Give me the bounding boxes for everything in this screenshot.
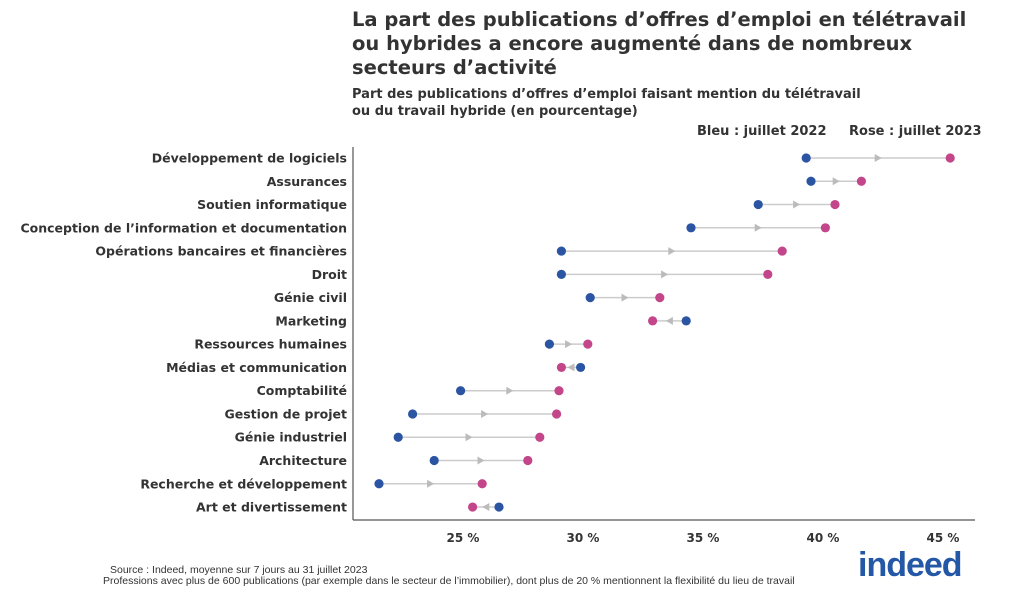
dot-july-2023: [763, 269, 773, 279]
category-label: Médias et communication: [166, 360, 347, 375]
dot-july-2022: [686, 223, 696, 233]
category-label: Marketing: [275, 313, 347, 328]
direction-arrow: [874, 154, 882, 162]
direction-arrow: [621, 293, 629, 302]
direction-arrow: [465, 433, 473, 442]
dot-july-2022: [576, 362, 586, 373]
category-label: Art et divertissement: [196, 500, 347, 515]
dot-july-2022: [393, 432, 403, 442]
category-label: Assurances: [267, 174, 347, 189]
dot-july-2022: [374, 479, 384, 489]
dot-july-2022: [585, 293, 595, 303]
dot-july-2023: [830, 199, 840, 210]
x-tick-label: 35 %: [687, 531, 720, 545]
x-tick-label: 25 %: [447, 531, 480, 545]
dot-july-2023: [556, 362, 567, 373]
dot-july-2023: [648, 316, 658, 326]
dot-july-2023: [655, 293, 665, 303]
subtitle-line-2: ou du travail hybride (en pourcentage): [352, 104, 638, 119]
category-label: Génie civil: [274, 290, 347, 305]
direction-arrow: [567, 363, 575, 372]
dot-july-2022: [681, 316, 691, 326]
dot-july-2023: [554, 386, 564, 396]
dot-july-2023: [468, 502, 478, 512]
x-tick-label: 30 %: [567, 531, 600, 545]
category-label: Architecture: [259, 453, 347, 468]
direction-arrow: [665, 316, 673, 325]
dot-july-2022: [806, 176, 816, 186]
direction-arrow: [565, 340, 573, 349]
dot-july-2022: [456, 386, 466, 396]
x-tick-label: 45 %: [927, 531, 960, 545]
dot-july-2023: [523, 455, 533, 466]
x-tick-label: 40 %: [807, 531, 840, 545]
category-label: Génie industriel: [235, 430, 347, 445]
dot-july-2023: [945, 153, 955, 163]
direction-arrow: [661, 270, 669, 279]
category-label: Ressources humaines: [194, 337, 347, 352]
dot-july-2023: [583, 339, 593, 349]
direction-arrow: [482, 503, 490, 512]
direction-arrow: [481, 409, 489, 418]
dot-july-2022: [544, 339, 555, 349]
dot-july-2023: [820, 223, 831, 233]
category-label: Gestion de projet: [225, 406, 348, 421]
dot-july-2022: [556, 269, 567, 279]
legend-blue: Bleu : juillet 2022: [697, 124, 827, 139]
dot-july-2022: [429, 455, 439, 466]
dot-july-2023: [856, 176, 867, 186]
dot-july-2023: [477, 479, 487, 489]
category-label: Comptabilité: [257, 383, 347, 398]
indeed-logo: indeed: [858, 546, 963, 584]
legend-pink: Rose : juillet 2023: [849, 124, 982, 139]
category-label: Conception de l’information et documenta…: [20, 220, 347, 235]
chart-title: La part des publications d’offres d’empl…: [352, 8, 967, 79]
subtitle-line-1: Part des publications d’offres d’emploi …: [352, 87, 861, 102]
direction-arrow: [793, 200, 801, 209]
direction-arrow: [477, 456, 485, 465]
category-label: Soutien informatique: [197, 197, 347, 212]
category-label: Recherche et développement: [140, 476, 347, 491]
category-label: Opérations bancaires et financières: [95, 244, 347, 259]
chart-subtitle: Part des publications d’offres d’emploi …: [352, 86, 861, 120]
direction-arrow: [506, 386, 514, 395]
dot-july-2022: [408, 409, 418, 419]
direction-arrow: [427, 479, 435, 488]
dot-july-2022: [801, 153, 811, 163]
dot-july-2022: [556, 246, 567, 256]
footnote: Professions avec plus de 600 publication…: [103, 575, 795, 587]
dot-july-2023: [777, 246, 787, 256]
dot-july-2023: [535, 432, 545, 442]
dot-july-2022: [494, 502, 504, 512]
category-label: Droit: [312, 267, 347, 282]
source-note: Source : Indeed, moyenne sur 7 jours au …: [110, 564, 368, 576]
direction-arrow: [832, 177, 840, 186]
category-label: Développement de logiciels: [152, 151, 347, 166]
dot-july-2022: [753, 199, 763, 210]
dot-july-2023: [552, 409, 562, 419]
direction-arrow: [668, 247, 676, 256]
direction-arrow: [754, 223, 762, 232]
